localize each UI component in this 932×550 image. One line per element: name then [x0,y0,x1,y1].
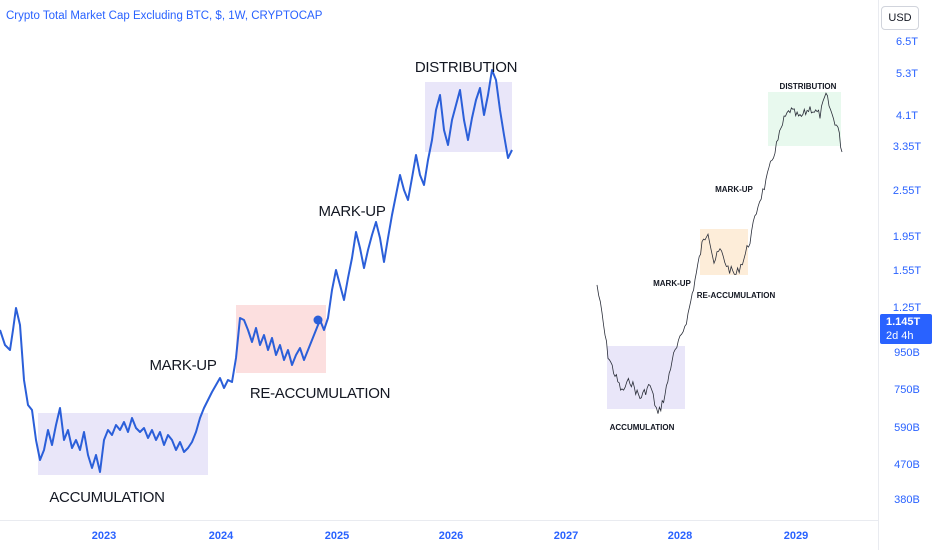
price-tick: 750B [894,384,920,396]
phase-label: RE-ACCUMULATION [250,385,390,402]
fractal-zone-distribution [768,92,841,146]
fractal-phase-label: MARK-UP [653,279,691,288]
price-tick: 5.3T [896,68,918,80]
zone-distribution [425,82,512,152]
price-tick: 3.35T [893,141,921,153]
time-tick: 2027 [554,530,578,542]
time-tick: 2029 [784,530,808,542]
price-tick: 470B [894,459,920,471]
time-tick: 2028 [668,530,692,542]
time-axis-border [0,520,878,521]
reference-fractal-line [596,92,843,414]
fractal-phase-label: RE-ACCUMULATION [697,291,776,300]
phase-label: ACCUMULATION [49,489,164,506]
price-tick: 6.5T [896,36,918,48]
fractal-phase-label: DISTRIBUTION [780,82,837,91]
fractal-zone-accumulation [607,346,685,409]
last-price-value: 1.145T [886,316,921,328]
last-price-badge: 1.145T 2d 4h [880,314,932,344]
currency-button[interactable]: USD [881,6,919,30]
time-tick: 2025 [325,530,349,542]
phase-label: MARK-UP [318,203,385,220]
price-tick: 380B [894,494,920,506]
main-projection-line [0,69,513,473]
chart-title: Crypto Total Market Cap Excluding BTC, $… [6,10,323,22]
price-tick: 1.95T [893,231,921,243]
price-tick: 2.55T [893,185,921,197]
time-tick: 2024 [209,530,234,542]
price-scale-border [878,0,879,550]
price-tick: 4.1T [896,110,918,122]
price-tick: 1.25T [893,302,921,314]
fractal-phase-label: ACCUMULATION [610,423,675,432]
price-tick: 590B [894,422,920,434]
bar-countdown: 2d 4h [886,330,914,342]
current-position-marker [313,315,323,325]
price-tick: 1.55T [893,265,921,277]
time-tick: 2023 [92,530,116,542]
phase-label: MARK-UP [149,357,216,374]
fractal-phase-label: MARK-UP [715,185,753,194]
time-tick: 2026 [439,530,463,542]
price-tick: 950B [894,347,920,359]
phase-label: DISTRIBUTION [415,59,517,76]
